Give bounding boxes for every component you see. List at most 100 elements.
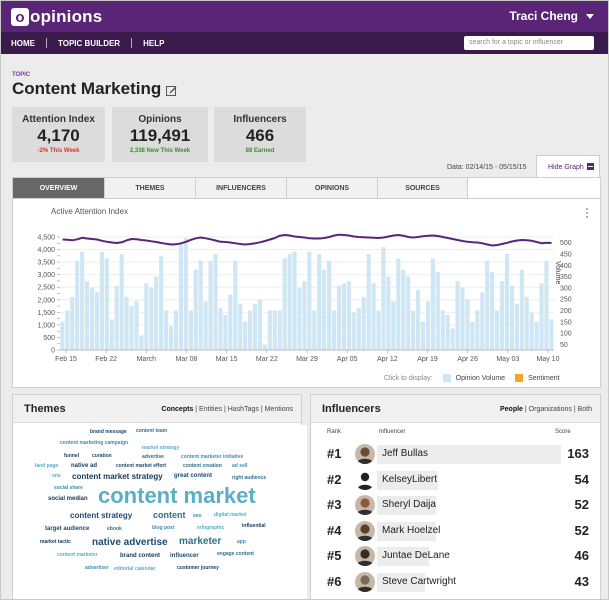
more-options-icon[interactable] xyxy=(586,208,590,220)
filter-entities[interactable]: Entities xyxy=(199,406,223,413)
influencer-row[interactable]: #5 Juntae DeLane 46 xyxy=(312,544,601,569)
y-left-tick-label: 3,000 xyxy=(37,272,55,279)
theme-word[interactable]: curation xyxy=(92,453,112,459)
theme-word[interactable]: target audience xyxy=(45,526,90,532)
influencer-row[interactable]: #2 KelseyLibert 54 xyxy=(312,468,601,493)
filter-organizations[interactable]: Organizations xyxy=(528,406,572,413)
influencer-row[interactable]: #3 Sheryl Daija 52 xyxy=(312,493,601,518)
volume-bar xyxy=(243,321,248,350)
user-menu[interactable]: Traci Cheng xyxy=(509,9,594,23)
influencer-name[interactable]: Juntae DeLane xyxy=(382,550,450,561)
tab-sources[interactable]: SOURCES xyxy=(378,178,468,199)
theme-word[interactable]: brand content xyxy=(120,553,160,559)
y-left-tick-label: 3,500 xyxy=(37,260,55,267)
theme-word[interactable]: ad sell xyxy=(232,463,248,469)
theme-word[interactable]: content market strategy xyxy=(72,472,163,481)
y-right-tick-label: 250 xyxy=(560,297,572,304)
influencer-row[interactable]: #1 Jeff Bullas 163 xyxy=(312,442,601,467)
avatar[interactable] xyxy=(355,520,375,541)
theme-word[interactable]: ebook xyxy=(107,526,122,532)
theme-word[interactable]: content creation xyxy=(183,463,222,469)
theme-word[interactable]: infographic xyxy=(197,525,225,531)
influencer-score: 54 xyxy=(574,471,589,487)
theme-word[interactable]: brand message xyxy=(90,429,127,435)
theme-word[interactable]: advertise xyxy=(142,454,164,460)
legend-swatch-volume xyxy=(442,374,451,382)
influencer-name[interactable]: Mark Hoelzel xyxy=(382,524,441,536)
theme-word[interactable]: digital market xyxy=(214,512,247,518)
theme-word[interactable]: content marketer xyxy=(57,552,98,558)
theme-word[interactable]: influencer xyxy=(170,553,199,559)
volume-bar xyxy=(277,310,282,350)
legend-item-volume[interactable]: Opinion Volume xyxy=(455,374,506,382)
theme-word[interactable]: seo xyxy=(193,513,202,519)
avatar[interactable] xyxy=(355,546,375,566)
theme-word[interactable]: editorial calendar xyxy=(114,566,156,572)
theme-word[interactable]: content marketer initiative xyxy=(181,454,244,460)
influencers-title: Influencers xyxy=(322,403,381,415)
theme-word[interactable]: land page xyxy=(35,463,59,469)
theme-word[interactable]: market strategy xyxy=(142,445,180,451)
theme-word[interactable]: content marketing campaign xyxy=(60,440,129,446)
theme-word[interactable]: engage content xyxy=(217,551,254,557)
nav-item-help[interactable]: HELP xyxy=(143,38,165,48)
filter-mentions[interactable]: Mentions xyxy=(264,406,293,413)
theme-word[interactable]: market tactic xyxy=(40,539,71,545)
nav-item-home[interactable]: HOME xyxy=(11,38,35,48)
filter-hashtags[interactable]: HashTags xyxy=(227,406,259,413)
nav-item-topic-builder[interactable]: TOPIC BUILDER xyxy=(58,38,121,48)
theme-word[interactable]: native advertise xyxy=(92,537,168,548)
tab-influencers[interactable]: INFLUENCERS xyxy=(196,178,287,199)
volume-bar xyxy=(262,344,267,350)
stat-opinions: Opinions 119,491 2,338 New This Week xyxy=(112,107,208,162)
theme-word[interactable]: advertiser xyxy=(85,565,109,571)
theme-word[interactable]: funnel xyxy=(64,453,79,459)
avatar[interactable] xyxy=(355,469,375,490)
y-right-tick-label: 50 xyxy=(560,342,568,349)
influencer-name[interactable]: Steve Cartwright xyxy=(382,575,456,587)
avatar[interactable] xyxy=(355,495,375,515)
theme-word[interactable]: native ad xyxy=(71,463,98,469)
hide-graph-button[interactable]: Hide Graph xyxy=(536,155,600,177)
influencer-row[interactable]: #6 Steve Cartwright 43 xyxy=(312,570,601,595)
filter-both[interactable]: Both xyxy=(577,406,592,413)
influencer-name[interactable]: KelseyLibert xyxy=(382,473,438,485)
theme-word[interactable]: marketer xyxy=(179,536,222,547)
avatar[interactable] xyxy=(355,571,375,592)
theme-word[interactable]: great content xyxy=(174,473,213,479)
theme-word[interactable]: app xyxy=(237,539,246,545)
search-input[interactable]: search for a topic or influencer xyxy=(464,36,594,50)
logo-mark: o xyxy=(11,8,29,26)
tab-opinions[interactable]: OPINIONS xyxy=(287,178,378,199)
influencer-name[interactable]: Sheryl Daija xyxy=(382,499,436,510)
theme-word[interactable]: content team xyxy=(136,428,168,434)
logo[interactable]: o opinions xyxy=(11,7,102,27)
stat-label: Opinions xyxy=(138,114,182,125)
legend-item-sentiment[interactable]: Sentiment xyxy=(528,374,560,382)
theme-word[interactable]: content market xyxy=(98,483,256,508)
edit-icon[interactable] xyxy=(166,85,177,96)
tab-themes[interactable]: THEMES xyxy=(105,178,196,199)
tab-overview[interactable]: OVERVIEW xyxy=(13,178,105,199)
influencer-name[interactable]: Jeff Bullas xyxy=(382,448,428,459)
main-nav: HOME TOPIC BUILDER HELP xyxy=(11,38,164,48)
volume-bar xyxy=(178,242,183,350)
theme-word[interactable]: content xyxy=(153,510,186,520)
filter-concepts[interactable]: Concepts xyxy=(161,406,194,413)
theme-word[interactable]: right audience xyxy=(232,475,267,481)
theme-word[interactable]: social share xyxy=(54,485,83,491)
theme-word[interactable]: one xyxy=(52,473,61,479)
theme-word[interactable]: influential xyxy=(242,523,266,529)
theme-word[interactable]: customer journey xyxy=(177,565,219,571)
filter-people[interactable]: People xyxy=(500,406,523,413)
influencer-row[interactable]: #4 Mark Hoelzel 52 xyxy=(312,519,601,544)
volume-bar xyxy=(307,251,312,350)
theme-word[interactable]: content market effort xyxy=(116,463,167,469)
avatar[interactable] xyxy=(355,444,375,464)
theme-word[interactable]: social median xyxy=(48,496,88,502)
theme-word[interactable]: content strategy xyxy=(70,511,133,520)
volume-bar xyxy=(450,328,455,350)
volume-bar xyxy=(519,269,524,350)
volume-bar xyxy=(455,281,460,350)
theme-word[interactable]: blog post xyxy=(152,525,175,531)
